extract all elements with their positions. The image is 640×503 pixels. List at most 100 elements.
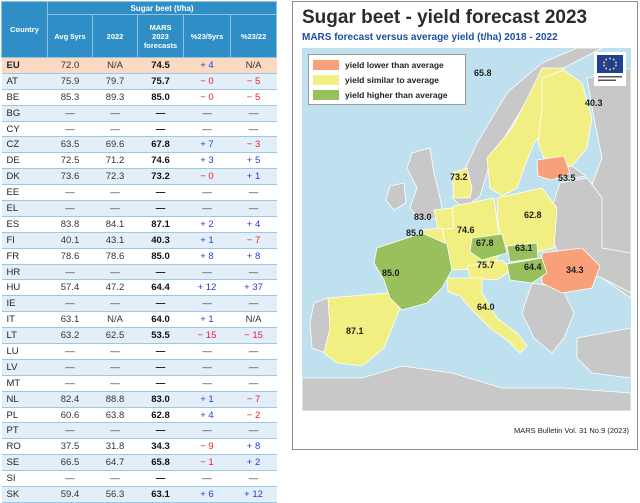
mars-cell: 85.0: [137, 248, 184, 265]
diff5-cell: —: [183, 264, 231, 281]
mars-cell: —: [137, 422, 184, 440]
col-header-diff22: %23/22: [229, 14, 278, 58]
diff5-cell: —: [183, 295, 231, 313]
map-value-se: 65.8: [474, 68, 492, 78]
y2022-cell: —: [92, 200, 138, 217]
diff22-cell: —: [230, 359, 277, 376]
map-value-es: 87.1: [346, 326, 364, 336]
avg5-cell: —: [47, 184, 93, 202]
legend-swatch: [313, 74, 339, 85]
country-cell: CZ: [1, 136, 48, 154]
mars-cell: 74.5: [137, 57, 184, 74]
y2022-cell: —: [92, 375, 138, 392]
table-row: AT 75.9 79.7 75.7− 0− 5: [1, 73, 277, 90]
avg5-cell: —: [47, 264, 93, 281]
country-cell: HR: [1, 264, 48, 281]
diff22-cell: —: [230, 105, 277, 122]
yield-table: Country Sugar beet (t/ha) Avg 5yrs 2022 …: [1, 1, 278, 503]
diff22-cell: + 8: [230, 438, 277, 456]
y2022-cell: N/A: [92, 57, 138, 74]
y2022-cell: 88.8: [92, 391, 138, 408]
table-row: DE 72.5 71.2 74.6 + 3 + 5: [1, 152, 277, 170]
table-row: SK 59.4 56.3 63.1 + 6 + 12: [1, 486, 277, 503]
country-slovakia: [506, 242, 539, 263]
y2022-cell: 84.1: [92, 216, 138, 233]
mars-cell: 85.0: [137, 89, 184, 106]
mars-cell: 65.8: [137, 454, 184, 472]
country-hungary: [506, 257, 548, 284]
legend-item: yield lower than average: [313, 57, 461, 72]
map-subtitle: MARS forecast versus average yield (t/ha…: [302, 32, 558, 43]
diff22-cell: − 5: [230, 73, 277, 90]
avg5-cell: —: [47, 422, 93, 440]
map-canvas: 65.8 40.3 53.5 73.2 83.0 85.0 74.6 62.8 67.8 63.1…: [302, 48, 631, 411]
y2022-cell: 79.7: [92, 73, 138, 90]
table-row: BE 85.3 89.3 85.0− 0− 5: [1, 89, 277, 106]
diff22-cell: N/A: [230, 311, 277, 329]
avg5-cell: 78.6: [47, 248, 93, 265]
map-value-at: 75.7: [477, 260, 495, 270]
table-group-header: Sugar beet (t/ha): [46, 1, 278, 15]
diff22-cell: + 8: [230, 248, 277, 265]
country-cell: EU: [1, 57, 48, 74]
diff22-cell: —: [230, 200, 277, 217]
table-row: PL 60.6 63.8 62.8 + 4− 2: [1, 407, 277, 424]
table-row: NL 82.4 88.8 83.0 + 1− 7: [1, 391, 277, 408]
diff22-cell: + 1: [230, 168, 277, 186]
diff22-cell: —: [230, 121, 277, 138]
table-row: RO 37.5 31.8 34.3− 9 + 8: [1, 438, 277, 456]
avg5-cell: 37.5: [47, 438, 93, 456]
country-cell: SK: [1, 486, 48, 503]
map-value-de: 74.6: [457, 225, 475, 235]
diff22-cell: —: [230, 184, 277, 202]
diff5-cell: − 9: [183, 438, 231, 456]
diff5-cell: + 6: [183, 486, 231, 503]
avg5-cell: 40.1: [47, 232, 93, 249]
country-cell: AT: [1, 73, 48, 90]
y2022-cell: —: [92, 264, 138, 281]
y2022-cell: —: [92, 359, 138, 376]
avg5-cell: 75.9: [47, 73, 93, 90]
y2022-cell: 64.7: [92, 454, 138, 472]
diff5-cell: —: [183, 359, 231, 376]
map-value-fr: 85.0: [382, 268, 400, 278]
diff22-cell: —: [230, 295, 277, 313]
diff5-cell: —: [183, 105, 231, 122]
diff5-cell: —: [183, 375, 231, 392]
y2022-cell: —: [92, 121, 138, 138]
table-row: SI — — — — —: [1, 470, 277, 488]
diff5-cell: + 1: [183, 311, 231, 329]
map-value-lt: 53.5: [558, 173, 576, 183]
y2022-cell: 47.2: [92, 279, 138, 297]
country-cell: DK: [1, 168, 48, 186]
map-value-ro: 34.3: [566, 265, 584, 275]
y2022-cell: —: [92, 184, 138, 202]
country-cell: IT: [1, 311, 48, 329]
mars-cell: 83.0: [137, 391, 184, 408]
diff22-cell: —: [230, 470, 277, 488]
mars-cell: —: [137, 359, 184, 376]
y2022-cell: 56.3: [92, 486, 138, 503]
avg5-cell: 85.3: [47, 89, 93, 106]
diff5-cell: + 4: [183, 407, 231, 424]
y2022-cell: 72.3: [92, 168, 138, 186]
diff5-cell: + 3: [183, 152, 231, 170]
diff22-cell: N/A: [230, 57, 277, 74]
table-row: IE — — — — —: [1, 295, 277, 313]
mars-cell: —: [137, 184, 184, 202]
map-panel: Sugar beet - yield forecast 2023 MARS fo…: [292, 1, 638, 450]
map-value-pl: 62.8: [524, 210, 542, 220]
legend-item: yield higher than average: [313, 87, 461, 102]
diff22-cell: + 5: [230, 152, 277, 170]
y2022-cell: 63.8: [92, 407, 138, 424]
diff22-cell: − 5: [230, 89, 277, 106]
y2022-cell: 43.1: [92, 232, 138, 249]
land-ireland: [385, 182, 407, 211]
table-row: EL — — — — —: [1, 200, 277, 217]
avg5-cell: —: [47, 200, 93, 217]
avg5-cell: 63.5: [47, 136, 93, 154]
diff5-cell: − 0: [183, 73, 231, 90]
mars-cell: 62.8: [137, 407, 184, 424]
legend-swatch: [313, 89, 339, 100]
avg5-cell: 66.5: [47, 454, 93, 472]
